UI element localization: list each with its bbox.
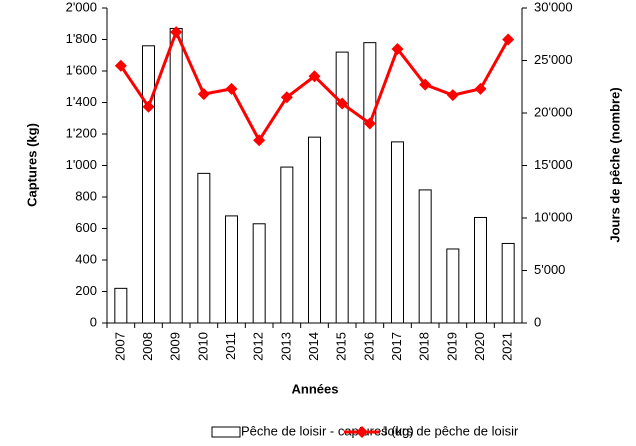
y2-tick-label: 30'000 xyxy=(534,0,573,14)
y-tick-label: 800 xyxy=(75,188,97,203)
y2-tick-label: 20'000 xyxy=(534,104,573,119)
y2-tick-label: 25'000 xyxy=(534,52,573,67)
y-tick-label: 400 xyxy=(75,251,97,266)
y2-tick-label: 10'000 xyxy=(534,209,573,224)
x-tick-label: 2009 xyxy=(168,332,183,361)
bar xyxy=(391,141,404,324)
bar xyxy=(142,45,155,324)
marker xyxy=(142,100,155,113)
y2-tick-label: 15'000 xyxy=(534,157,573,172)
bar xyxy=(363,42,377,324)
x-tick-label: 2018 xyxy=(417,332,432,361)
bar xyxy=(252,223,266,324)
marker xyxy=(253,134,266,147)
y2-axis-title: Jours de pêche (nombre) xyxy=(607,87,622,242)
x-tick-label: 2012 xyxy=(251,332,266,361)
bar xyxy=(280,166,294,324)
marker xyxy=(336,97,349,110)
marker xyxy=(280,91,293,104)
y-tick-label: 1'600 xyxy=(66,62,97,77)
marker xyxy=(197,88,210,101)
y2-tick-label: 5'000 xyxy=(534,262,565,277)
y-axis-title: Captures (kg) xyxy=(24,123,39,207)
x-tick-label: 2020 xyxy=(472,332,487,361)
bar xyxy=(474,216,487,324)
bar xyxy=(114,287,128,324)
x-tick-label: 2015 xyxy=(334,332,349,361)
marker xyxy=(391,42,404,55)
y-tick-label: 0 xyxy=(90,314,97,329)
legend-marker xyxy=(356,426,368,438)
y-tick-label: 1'000 xyxy=(66,157,97,172)
x-tick-label: 2021 xyxy=(500,332,515,361)
y-tick-label: 1'200 xyxy=(66,125,97,140)
marker xyxy=(114,59,127,72)
bar xyxy=(197,172,211,324)
bar xyxy=(501,242,515,324)
x-axis-title: Années xyxy=(292,381,339,396)
bar xyxy=(335,51,349,324)
x-tick-label: 2013 xyxy=(278,332,293,361)
x-tick-label: 2007 xyxy=(112,332,127,361)
x-tick-label: 2014 xyxy=(306,332,321,361)
y-tick-label: 200 xyxy=(75,283,97,298)
x-tick-label: 2008 xyxy=(140,332,155,361)
marker xyxy=(225,82,238,95)
legend-label: Jours de pêche de loisir xyxy=(381,423,519,438)
y-tick-label: 600 xyxy=(75,220,97,235)
marker xyxy=(419,78,432,91)
x-tick-label: 2011 xyxy=(223,332,238,360)
marker xyxy=(446,89,459,102)
x-tick-label: 2010 xyxy=(195,332,210,361)
bar xyxy=(169,27,183,324)
legend-swatch xyxy=(211,426,241,438)
y2-tick-label: 0 xyxy=(534,314,541,329)
y-tick-label: 2'000 xyxy=(66,0,97,14)
x-tick-label: 2017 xyxy=(389,332,404,361)
marker xyxy=(170,26,183,39)
bar xyxy=(418,189,432,324)
x-tick-label: 2019 xyxy=(444,332,459,361)
y-tick-label: 1'800 xyxy=(66,31,97,46)
bar xyxy=(446,248,460,324)
marker xyxy=(363,117,376,130)
marker xyxy=(308,70,321,83)
bar xyxy=(225,215,238,324)
marker xyxy=(502,33,515,46)
legend-label: Pêche de loisir - captures (kg) xyxy=(241,423,414,438)
marker xyxy=(474,82,487,95)
bar xyxy=(308,136,321,324)
x-tick-label: 2016 xyxy=(361,332,376,361)
y-tick-label: 1'400 xyxy=(66,94,97,109)
